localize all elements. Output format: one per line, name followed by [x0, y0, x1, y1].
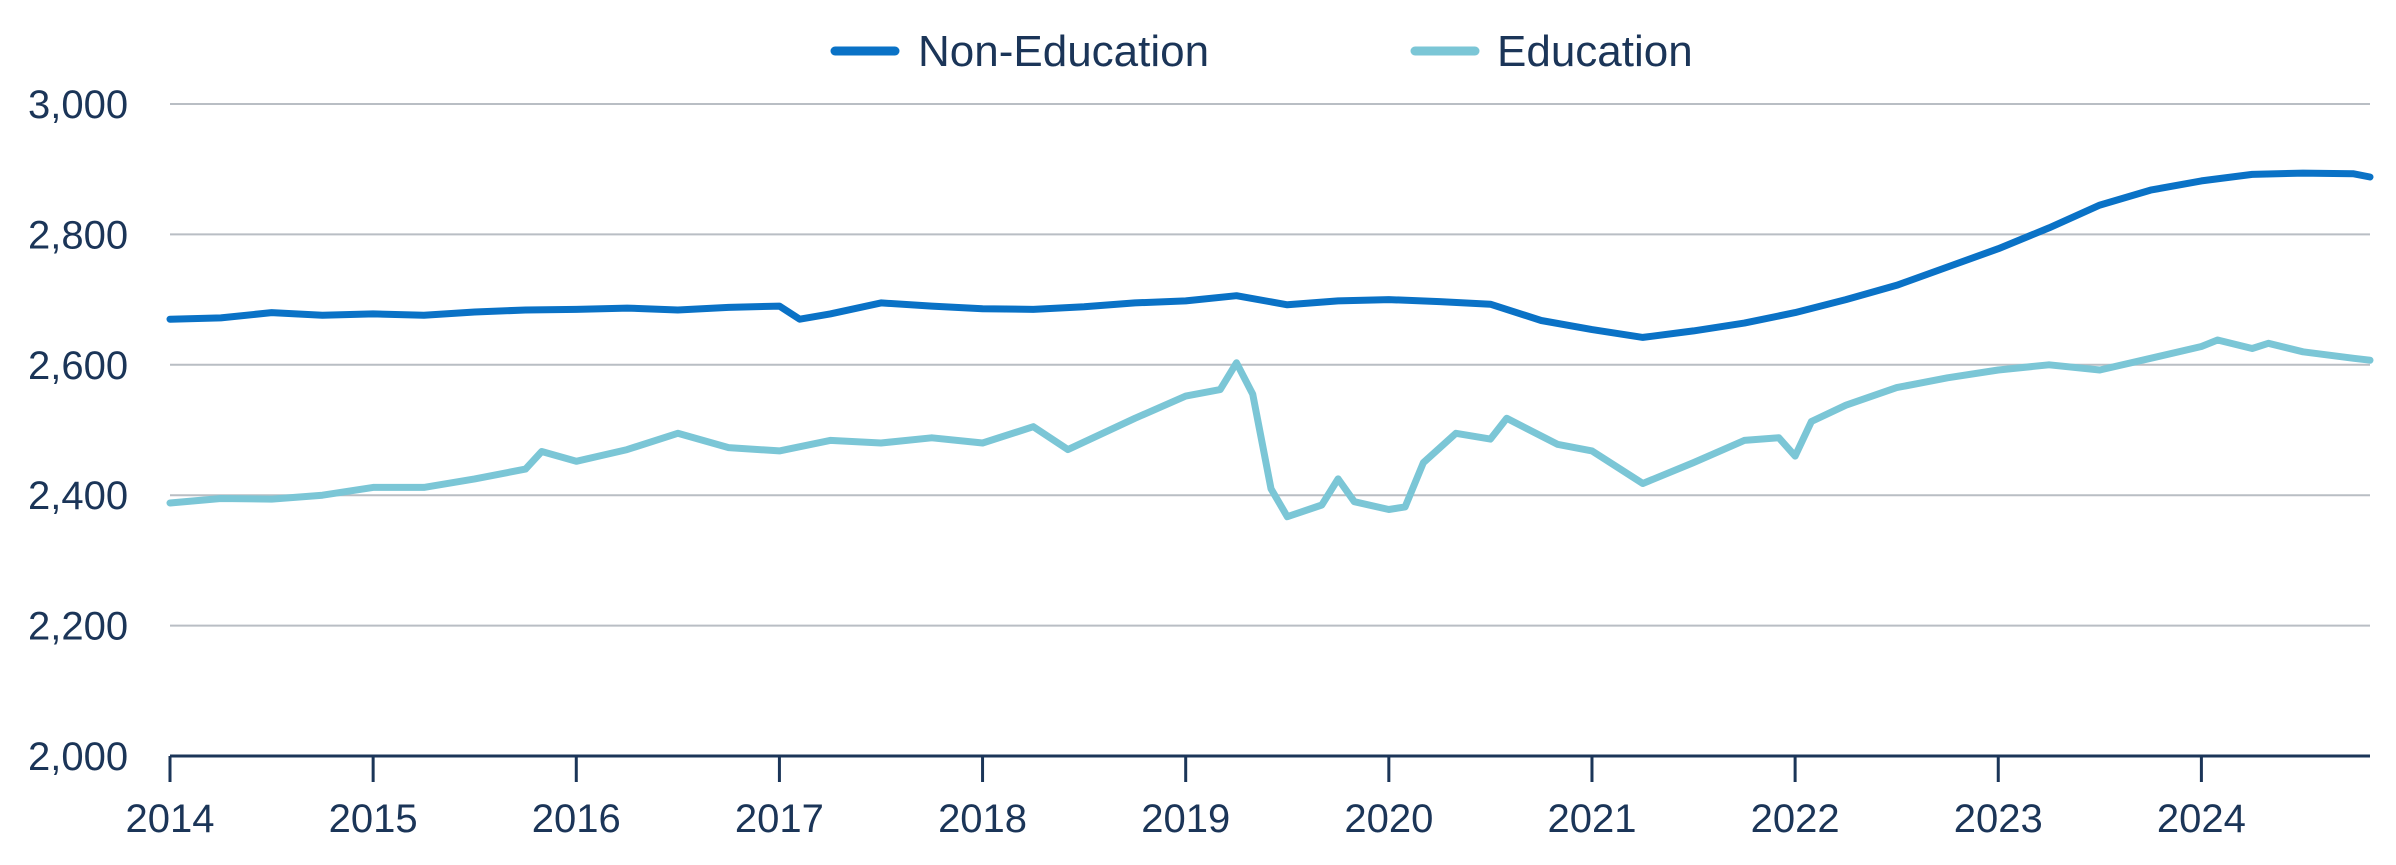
- legend: Non-Education Education: [830, 27, 1693, 76]
- y-tick-label: 2,000: [28, 735, 128, 779]
- x-tick-label: 2015: [329, 797, 418, 841]
- series-lines: [166, 169, 2374, 521]
- x-tick-label: 2020: [1344, 797, 1433, 841]
- y-tick-label: 3,000: [28, 83, 128, 127]
- y-axis: 2,000 2,200 2,400 2,600 2,800 3,000: [28, 83, 128, 779]
- x-tick-label: 2024: [2157, 797, 2246, 841]
- series-line-non-education: [166, 169, 2374, 341]
- y-tick-label: 2,600: [28, 344, 128, 388]
- legend-label-education: Education: [1497, 27, 1693, 76]
- y-tick-label: 2,800: [28, 213, 128, 257]
- y-tick-label: 2,400: [28, 474, 128, 518]
- x-tick-label: 2017: [735, 797, 824, 841]
- x-axis: 2014 2015 2016 2017 2018 2019 2020 2021 2022 2023…: [126, 754, 2370, 841]
- x-tick-label: 2022: [1751, 797, 1840, 841]
- x-tick-label: 2019: [1141, 797, 1230, 841]
- y-tick-label: 2,200: [28, 605, 128, 649]
- series-line-education: [166, 336, 2374, 521]
- gridlines: [170, 103, 2370, 627]
- legend-label-non-education: Non-Education: [918, 27, 1209, 76]
- x-tick-label: 2021: [1547, 797, 1636, 841]
- x-tick-label: 2018: [938, 797, 1027, 841]
- x-tick-label: 2023: [1954, 797, 2043, 841]
- x-tick-label: 2014: [126, 797, 215, 841]
- x-tick-label: 2016: [532, 797, 621, 841]
